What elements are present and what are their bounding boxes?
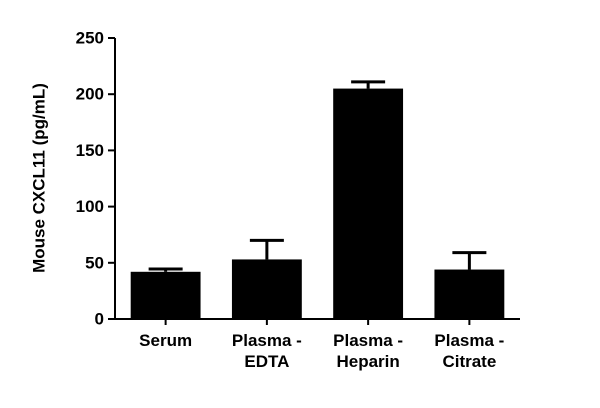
x-tick-label: Plasma - Citrate [434, 331, 505, 371]
x-tick-label: Plasma - EDTA [231, 331, 302, 371]
y-tick-label: 200 [76, 85, 104, 104]
y-tick-label: 150 [76, 141, 104, 160]
x-tick-label: Serum [139, 331, 193, 350]
bar [231, 259, 302, 319]
y-tick-label: 50 [85, 253, 104, 272]
x-tick-label: Plasma - Heparin [333, 331, 404, 371]
y-tick-label: 250 [76, 28, 104, 47]
bar [434, 269, 505, 319]
y-tick-label: 0 [95, 309, 104, 328]
bar [333, 88, 404, 319]
y-axis-label: Mouse CXCL11 (pg/mL) [29, 83, 48, 273]
y-tick-label: 100 [76, 197, 104, 216]
bar [130, 271, 201, 319]
